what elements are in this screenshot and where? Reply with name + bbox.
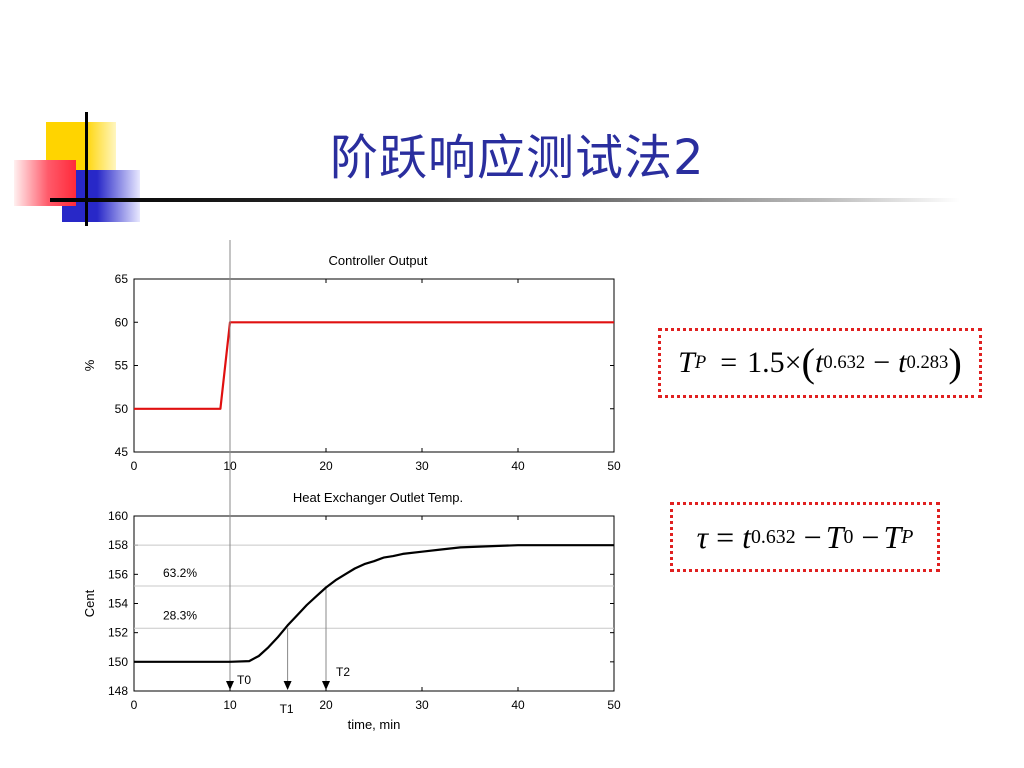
formula-tau-sub-p: P bbox=[901, 525, 914, 548]
formula-tp-sub-a: 0.632 bbox=[823, 352, 866, 373]
controller-x-tick-label: 40 bbox=[511, 459, 525, 473]
formula-tp-equals: = bbox=[720, 346, 738, 379]
slide-title: 阶跃响应测试法2 bbox=[330, 130, 705, 186]
temp-y-tick-label: 148 bbox=[108, 684, 128, 698]
temp-y-tick-label: 158 bbox=[108, 538, 128, 552]
controller-plot-frame bbox=[133, 278, 615, 453]
controller-x-tick-label: 50 bbox=[607, 459, 621, 473]
marker-arrow-t0 bbox=[226, 681, 234, 690]
temp-y-tick-label: 150 bbox=[108, 655, 128, 669]
formula-tau-lhs: τ bbox=[696, 518, 709, 555]
marker-label-t1: T1 bbox=[280, 702, 294, 716]
temp-x-tick-label: 20 bbox=[319, 698, 333, 712]
marker-arrow-t2 bbox=[322, 681, 330, 690]
deco-vertical-bar bbox=[85, 112, 88, 226]
temp-x-tick-label: 30 bbox=[415, 698, 429, 712]
temp-x-tick-label: 40 bbox=[511, 698, 525, 712]
controller-y-tick-label: 45 bbox=[115, 445, 129, 459]
temp-level-label-283: 28.3% bbox=[163, 608, 197, 622]
formula-tp-close-paren: ) bbox=[948, 339, 962, 385]
temp-y-tick-label: 160 bbox=[108, 509, 128, 523]
formula-tau-sub-a: 0.632 bbox=[751, 525, 796, 548]
formula-tau-sub-0: 0 bbox=[843, 525, 854, 548]
temp-chart-title: Heat Exchanger Outlet Temp. bbox=[293, 490, 463, 505]
formula-tau-minus-1: − bbox=[803, 518, 822, 555]
temp-x-tick-label: 10 bbox=[223, 698, 237, 712]
controller-y-axis-label: % bbox=[82, 359, 97, 371]
temp-x-axis-label: time, min bbox=[348, 717, 401, 732]
temp-y-tick-label: 156 bbox=[108, 567, 128, 581]
formula-tau-TP-var: T bbox=[883, 518, 902, 555]
temp-y-tick-label: 152 bbox=[108, 626, 128, 640]
controller-y-tick-label: 60 bbox=[115, 315, 129, 329]
formula-tau-equals: = bbox=[716, 518, 735, 555]
formula-tau-t: t bbox=[742, 518, 752, 555]
formula-tau-minus-2: − bbox=[861, 518, 880, 555]
formula-tp-coef: 1.5 bbox=[747, 346, 785, 379]
controller-y-tick-label: 55 bbox=[115, 359, 129, 373]
temp-y-tick-label: 154 bbox=[108, 597, 128, 611]
controller-y-tick-label: 50 bbox=[115, 402, 129, 416]
controller-chart-title: Controller Output bbox=[329, 253, 428, 268]
formula-tp-sub-b: 0.283 bbox=[906, 352, 949, 373]
formula-tau-T0-var: T bbox=[825, 518, 844, 555]
formula-tp-t-a: t bbox=[815, 346, 824, 379]
temp-series-line-0 bbox=[134, 544, 614, 663]
temp-y-axis-label: Cent bbox=[82, 589, 97, 617]
formula-tp-lhs-var: T bbox=[678, 346, 695, 379]
temp-x-tick-label: 0 bbox=[131, 698, 138, 712]
temp-level-label-632: 63.2% bbox=[163, 566, 197, 580]
controller-x-tick-label: 30 bbox=[415, 459, 429, 473]
marker-label-t0: T0 bbox=[237, 673, 251, 687]
temp-x-tick-label: 50 bbox=[607, 698, 621, 712]
marker-label-t2: T2 bbox=[336, 665, 350, 679]
formula-tp-t-b: t bbox=[898, 346, 907, 379]
formula-tp-times: × bbox=[784, 346, 802, 379]
formula-tp-lhs-sub: P bbox=[694, 352, 707, 373]
formula-tp-minus: − bbox=[873, 346, 891, 379]
temp-plot-frame bbox=[133, 515, 615, 692]
controller-series-line-0 bbox=[134, 321, 614, 410]
controller-y-tick-label: 65 bbox=[115, 272, 129, 286]
controller-x-tick-label: 20 bbox=[319, 459, 333, 473]
charts-figure: Controller Output% 0 10 20 30 40 50 45 50 55 60 65 H… bbox=[82, 240, 621, 732]
controller-x-tick-label: 0 bbox=[131, 459, 138, 473]
deco-horizontal-line bbox=[50, 198, 960, 202]
formula-tp-open-paren: ( bbox=[801, 339, 816, 385]
marker-arrow-t1 bbox=[283, 681, 292, 690]
